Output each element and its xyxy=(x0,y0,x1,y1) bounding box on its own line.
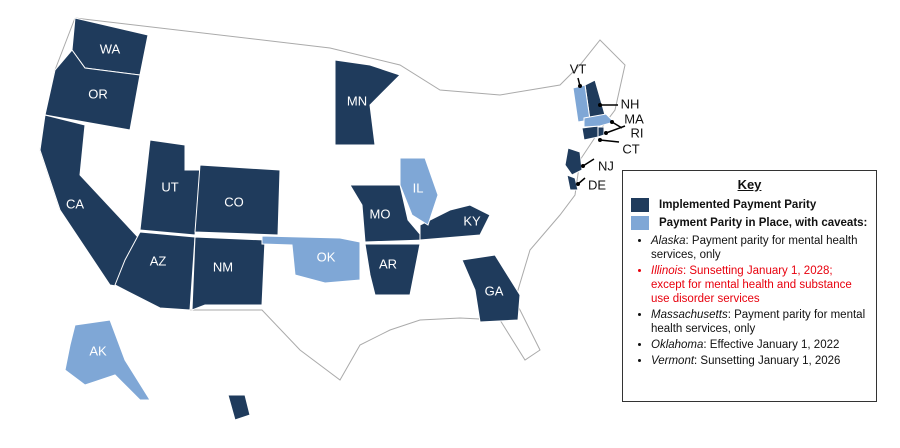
state-label: CO xyxy=(224,194,244,209)
state-label: CA xyxy=(66,196,84,211)
state-label: IL xyxy=(413,180,424,195)
caveat-text: : Payment parity for mental health servi… xyxy=(651,235,858,261)
state-label: AK xyxy=(89,343,107,358)
label-arrow xyxy=(582,158,595,167)
state-shape xyxy=(581,125,599,141)
caveat-list: Alaska: Payment parity for mental health… xyxy=(631,234,868,368)
caveat: Illinois: Sunsetting January 1, 2028; ex… xyxy=(651,264,868,306)
arrow-head xyxy=(598,138,602,142)
caveat-text: : Effective January 1, 2022 xyxy=(703,339,840,351)
caveat-state: Alaska xyxy=(651,235,686,247)
state-shape xyxy=(419,204,491,241)
state-label: RI xyxy=(631,125,644,140)
key-label: Payment Parity in Place, with caveats: xyxy=(659,217,868,229)
states xyxy=(39,17,615,421)
arrow-head xyxy=(598,103,602,107)
state-shape xyxy=(261,235,361,284)
arrow-head xyxy=(576,182,580,186)
state-label: HI xyxy=(252,424,265,439)
state-shape xyxy=(399,157,439,226)
state-label: NJ xyxy=(598,158,614,173)
state-label: OK xyxy=(317,249,336,264)
state-shape xyxy=(566,174,579,191)
key-item: Implemented Payment Parity xyxy=(631,198,868,212)
arrow-head xyxy=(610,120,614,124)
state-shape xyxy=(44,49,141,131)
arrow-head xyxy=(581,164,585,168)
key-swatch xyxy=(631,198,649,212)
state-shape xyxy=(194,164,281,236)
label-arrow xyxy=(605,125,626,134)
key-swatch xyxy=(631,216,649,230)
caveat: Oklahoma: Effective January 1, 2022 xyxy=(651,338,868,352)
state-shape xyxy=(583,113,615,128)
caveat: Massachusetts: Payment parity for mental… xyxy=(651,308,868,336)
caveat: Vermont: Sunsetting January 1, 2026 xyxy=(651,354,868,368)
state-label: UT xyxy=(161,179,178,194)
caveat-text: : Sunsetting January 1, 2028; except for… xyxy=(651,265,852,305)
caveat-text: : Payment parity for mental health servi… xyxy=(651,309,866,335)
state-label: AR xyxy=(379,256,397,271)
caveat-state: Vermont xyxy=(651,355,695,367)
caveat: Alaska: Payment parity for mental health… xyxy=(651,234,868,262)
state-shape xyxy=(597,126,605,138)
caveat-state: Oklahoma xyxy=(651,339,704,351)
arrow-head xyxy=(578,84,582,88)
caveat-state: Illinois xyxy=(651,265,683,277)
state-label: NH xyxy=(621,96,640,111)
state-label: VT xyxy=(570,61,587,76)
key-title: Key xyxy=(737,177,762,192)
state-shape xyxy=(227,394,251,421)
state-label: MN xyxy=(347,93,367,108)
key-label: Implemented Payment Parity xyxy=(659,199,817,211)
state-shape xyxy=(564,147,583,176)
state-label: MA xyxy=(624,111,644,126)
state-label: GA xyxy=(485,283,504,298)
state-shape xyxy=(64,319,151,401)
arrow-head xyxy=(604,131,608,135)
state-label: NM xyxy=(213,259,233,274)
state-shape xyxy=(364,243,421,296)
state-shape xyxy=(191,236,266,311)
state-label: AZ xyxy=(150,253,167,268)
state-label: DE xyxy=(588,177,606,192)
key-item: Payment Parity in Place, with caveats: xyxy=(631,216,868,230)
state-shape xyxy=(461,254,521,323)
key: Key Implemented Payment Parity Payment Pa… xyxy=(622,170,877,402)
label-arrow xyxy=(599,139,620,143)
state-label: CT xyxy=(622,141,639,156)
state-label: KY xyxy=(463,213,481,228)
caveat-text: : Sunsetting January 1, 2026 xyxy=(694,355,841,367)
state-label: WA xyxy=(100,41,121,56)
state-label: MO xyxy=(370,206,391,221)
caveat-state: Massachusetts xyxy=(651,309,728,321)
state-shape xyxy=(334,59,401,146)
state-label: OR xyxy=(88,86,108,101)
